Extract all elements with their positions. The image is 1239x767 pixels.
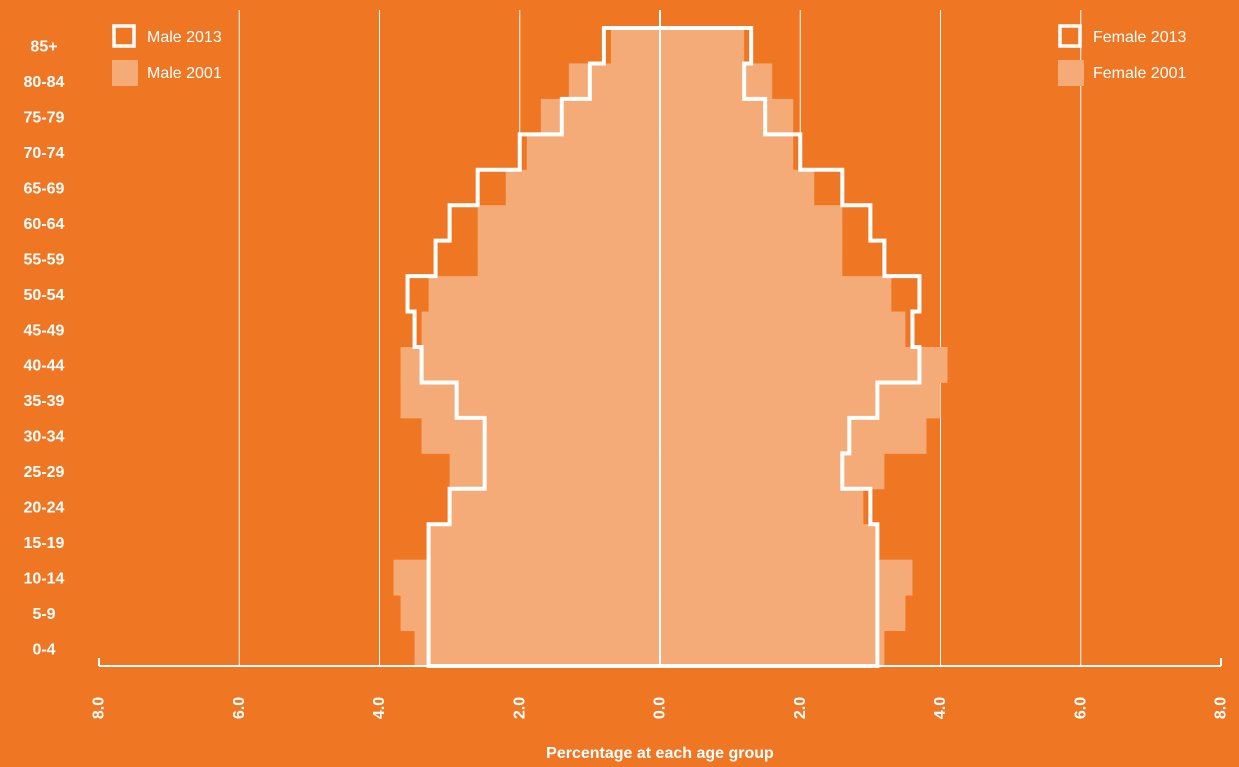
age-group-label: 50-54 [24, 287, 65, 304]
female-2001-bar-50-54 [660, 276, 892, 313]
female-2001-bar-10-14 [660, 559, 913, 596]
female-2001-bar-0-4 [660, 630, 885, 667]
age-group-label: 15-19 [24, 535, 65, 552]
age-group-label: 65-69 [24, 181, 65, 198]
male-2001-bar-5-9 [400, 595, 660, 632]
legend-label: Female 2001 [1093, 65, 1186, 82]
x-tick-label: 4.0 [371, 697, 388, 719]
x-tick-label: 8.0 [91, 697, 108, 719]
legend-label: Male 2001 [147, 65, 222, 82]
age-group-label: 85+ [30, 39, 57, 56]
female-2001-bar-25-29 [660, 453, 885, 490]
male-2001-bar-75-79 [540, 98, 660, 135]
age-group-label: 45-49 [24, 322, 65, 339]
male-2001-bar-30-34 [421, 417, 660, 454]
male-2001-bar-40-44 [400, 347, 660, 383]
legend-label: Female 2013 [1093, 29, 1186, 46]
male-2001-bar-65-69 [505, 169, 660, 206]
age-group-label: 10-14 [24, 570, 65, 587]
female-2001-bar-55-59 [660, 240, 843, 277]
male-2001-bar-35-39 [400, 382, 660, 419]
female-2013-outline [660, 26, 922, 668]
female-2001-bar-20-24 [660, 488, 864, 525]
female-2001-bar-15-19 [660, 524, 878, 561]
female-2001-bar-65-69 [660, 169, 815, 206]
age-group-label: 30-34 [24, 429, 65, 446]
series-2013-outlines [405, 26, 922, 668]
axes [98, 10, 1222, 667]
female-2001-bar-75-79 [660, 98, 794, 135]
male-2001-bar-85+ [610, 28, 660, 64]
male-2001-bar-80-84 [568, 63, 660, 100]
series-2001-fills [393, 28, 948, 667]
age-group-label: 60-64 [24, 216, 65, 233]
legend-swatch-filled [112, 60, 138, 86]
age-group-labels: 0-4 5-9 10-14 15-19 20-24 25-29 30-34 35-39 40-4… [24, 39, 65, 659]
x-tick-label: 4.0 [932, 697, 949, 719]
age-group-label: 25-29 [24, 464, 65, 481]
age-group-label: 40-44 [24, 358, 65, 375]
female-2001-bar-85+ [660, 28, 745, 64]
male-2001-bar-45-49 [421, 311, 660, 348]
age-group-label: 55-59 [24, 251, 65, 268]
legend-swatch-outline [1058, 24, 1082, 48]
female-2001-bar-45-49 [660, 311, 906, 348]
female-2001-bar-5-9 [660, 595, 906, 632]
male-2001-bar-25-29 [449, 453, 660, 490]
x-tick-label: 2.0 [792, 697, 809, 719]
x-tick-label: 2.0 [511, 697, 528, 719]
male-2001-bar-50-54 [428, 276, 660, 313]
age-group-label: 75-79 [24, 110, 65, 127]
x-tick-labels: 8.0 6.0 4.0 2.0 0.0 2.0 4.0 6.0 8.0 [91, 697, 1230, 719]
female-2001-bar-35-39 [660, 382, 941, 419]
age-group-label: 80-84 [24, 74, 65, 91]
male-2001-bar-70-74 [526, 134, 660, 171]
age-group-label: 5-9 [32, 606, 55, 623]
female-2001-bar-60-64 [660, 205, 843, 242]
legend-swatch-outline [112, 24, 136, 48]
male-2001-bar-20-24 [449, 488, 660, 525]
male-2013-outline [405, 26, 660, 668]
age-group-label: 70-74 [24, 145, 65, 162]
male-2001-bar-55-59 [477, 240, 660, 277]
x-tick-label: 0.0 [652, 697, 669, 719]
x-axis-title: Percentage at each age group [546, 745, 774, 762]
x-tick-label: 6.0 [1072, 697, 1089, 719]
age-group-label: 35-39 [24, 393, 65, 410]
female-2001-bar-30-34 [660, 417, 927, 454]
female-2001-bar-40-44 [660, 347, 948, 383]
legend-swatch-filled [1058, 60, 1084, 86]
female-2001-bar-70-74 [660, 134, 794, 171]
male-2001-bar-0-4 [414, 630, 660, 667]
x-tick-label: 6.0 [231, 697, 248, 719]
age-group-label: 20-24 [24, 500, 65, 517]
x-tick-label: 8.0 [1213, 697, 1230, 719]
female-2001-bar-80-84 [660, 63, 773, 100]
male-2001-bar-10-14 [393, 559, 660, 596]
legend: Male 2013 Male 2001 Female 2013 Female 2001 [112, 24, 1186, 86]
legend-label: Male 2013 [147, 29, 222, 46]
age-group-label: 0-4 [32, 641, 55, 658]
male-2001-bar-15-19 [428, 524, 660, 561]
male-2001-bar-60-64 [477, 205, 660, 242]
